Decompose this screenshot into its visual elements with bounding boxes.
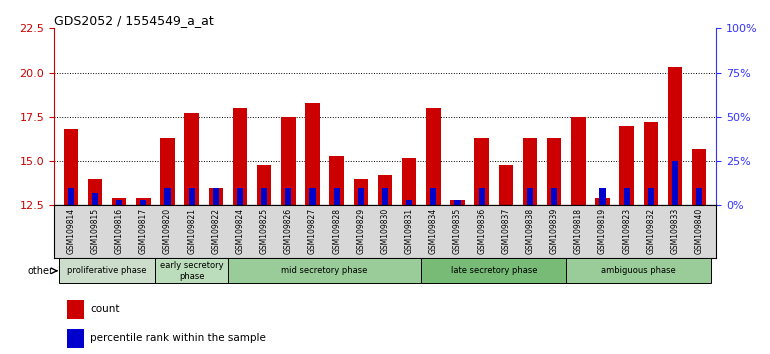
Bar	[156, 258, 228, 283]
Text: late secretory phase: late secretory phase	[450, 266, 537, 275]
Text: GSM109815: GSM109815	[91, 208, 99, 254]
Bar	[228, 258, 421, 283]
Bar	[64, 129, 78, 205]
Bar	[402, 158, 417, 205]
Bar	[668, 67, 682, 205]
Bar	[330, 156, 344, 205]
Bar	[358, 188, 364, 205]
Text: GSM109831: GSM109831	[405, 208, 413, 254]
Bar	[353, 179, 368, 205]
Bar	[600, 188, 605, 205]
Text: GSM109833: GSM109833	[671, 208, 679, 254]
Bar	[213, 188, 219, 205]
Bar	[619, 126, 634, 205]
Bar	[88, 179, 102, 205]
Bar	[406, 200, 412, 205]
Bar	[140, 200, 146, 205]
Bar	[551, 188, 557, 205]
Bar	[68, 188, 74, 205]
Bar	[696, 188, 702, 205]
Bar	[116, 200, 122, 205]
Bar	[479, 188, 484, 205]
Bar	[189, 188, 195, 205]
Text: GSM109819: GSM109819	[598, 208, 607, 254]
Bar	[692, 149, 706, 205]
Text: GSM109824: GSM109824	[236, 208, 245, 254]
Bar	[430, 188, 437, 205]
Bar	[499, 165, 513, 205]
Text: GSM109836: GSM109836	[477, 208, 486, 254]
Text: GSM109834: GSM109834	[429, 208, 438, 254]
Text: mid secretory phase: mid secretory phase	[281, 266, 368, 275]
Text: GSM109838: GSM109838	[525, 208, 534, 254]
Text: GSM109817: GSM109817	[139, 208, 148, 254]
Bar	[378, 175, 392, 205]
Bar	[595, 198, 610, 205]
Bar	[566, 258, 711, 283]
Bar	[527, 188, 533, 205]
Text: GSM109835: GSM109835	[453, 208, 462, 254]
Text: GDS2052 / 1554549_a_at: GDS2052 / 1554549_a_at	[54, 14, 213, 27]
Bar	[450, 200, 465, 205]
Bar	[184, 113, 199, 205]
Bar	[454, 200, 460, 205]
Bar	[59, 258, 156, 283]
Text: other: other	[28, 266, 53, 276]
Text: GSM109830: GSM109830	[380, 208, 390, 254]
Text: early secretory
phase: early secretory phase	[160, 261, 223, 280]
Text: GSM109839: GSM109839	[550, 208, 559, 254]
Bar	[426, 108, 440, 205]
Bar	[305, 103, 320, 205]
Bar	[523, 138, 537, 205]
Text: GSM109816: GSM109816	[115, 208, 124, 254]
Bar	[160, 138, 175, 205]
Bar	[474, 138, 489, 205]
Text: GSM109837: GSM109837	[501, 208, 511, 254]
Bar	[644, 122, 658, 205]
Text: GSM109820: GSM109820	[163, 208, 172, 254]
Bar	[571, 117, 586, 205]
Text: GSM109825: GSM109825	[259, 208, 269, 254]
Text: GSM109840: GSM109840	[695, 208, 704, 254]
Bar	[310, 188, 316, 205]
Text: GSM109828: GSM109828	[332, 208, 341, 254]
Text: GSM109823: GSM109823	[622, 208, 631, 254]
Bar	[237, 188, 243, 205]
Bar	[648, 188, 654, 205]
Bar	[382, 188, 388, 205]
Text: GSM109827: GSM109827	[308, 208, 317, 254]
Text: GSM109826: GSM109826	[284, 208, 293, 254]
Bar	[333, 188, 340, 205]
Text: GSM109814: GSM109814	[66, 208, 75, 254]
Bar	[112, 198, 126, 205]
Text: proliferative phase: proliferative phase	[67, 266, 147, 275]
Bar	[624, 188, 630, 205]
Text: GSM109821: GSM109821	[187, 208, 196, 254]
Bar	[92, 193, 98, 205]
Bar	[67, 300, 84, 319]
Text: GSM109829: GSM109829	[357, 208, 365, 254]
Bar	[281, 117, 296, 205]
Bar	[165, 188, 170, 205]
Bar	[209, 188, 223, 205]
Bar	[136, 198, 151, 205]
Bar	[67, 329, 84, 348]
Bar	[261, 188, 267, 205]
Bar	[421, 258, 566, 283]
Text: GSM109832: GSM109832	[646, 208, 655, 254]
Text: count: count	[90, 304, 120, 314]
Bar	[672, 161, 678, 205]
Bar	[233, 108, 247, 205]
Bar	[257, 165, 271, 205]
Text: percentile rank within the sample: percentile rank within the sample	[90, 333, 266, 343]
Bar	[286, 188, 291, 205]
Text: GSM109818: GSM109818	[574, 208, 583, 254]
Text: ambiguous phase: ambiguous phase	[601, 266, 676, 275]
Text: GSM109822: GSM109822	[211, 208, 220, 254]
Bar	[547, 138, 561, 205]
